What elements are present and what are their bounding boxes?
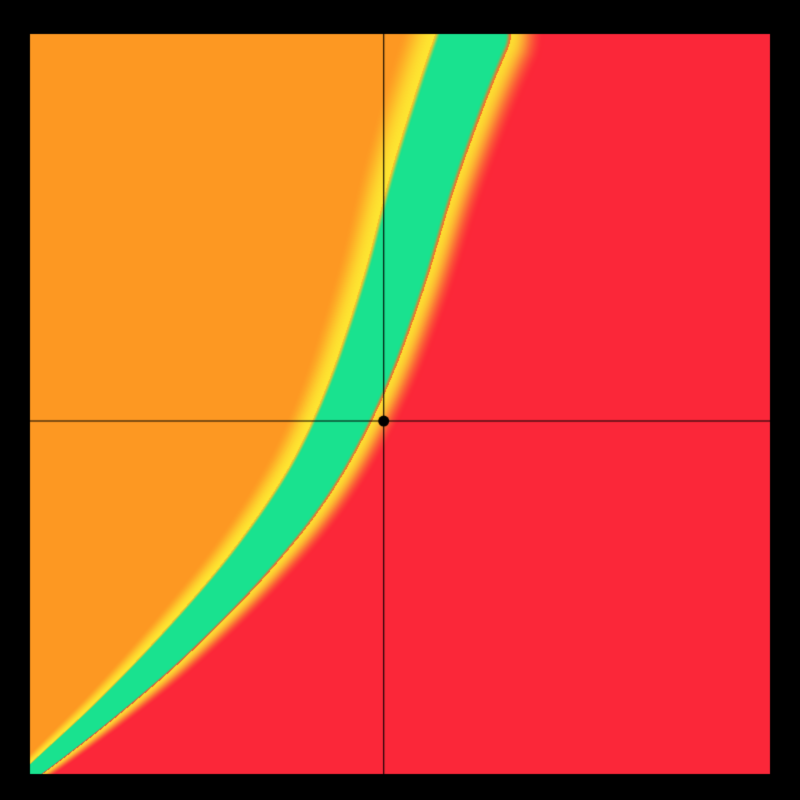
bottleneck-heatmap [0,0,800,800]
chart-container: TheBottleneck.com [0,0,800,800]
